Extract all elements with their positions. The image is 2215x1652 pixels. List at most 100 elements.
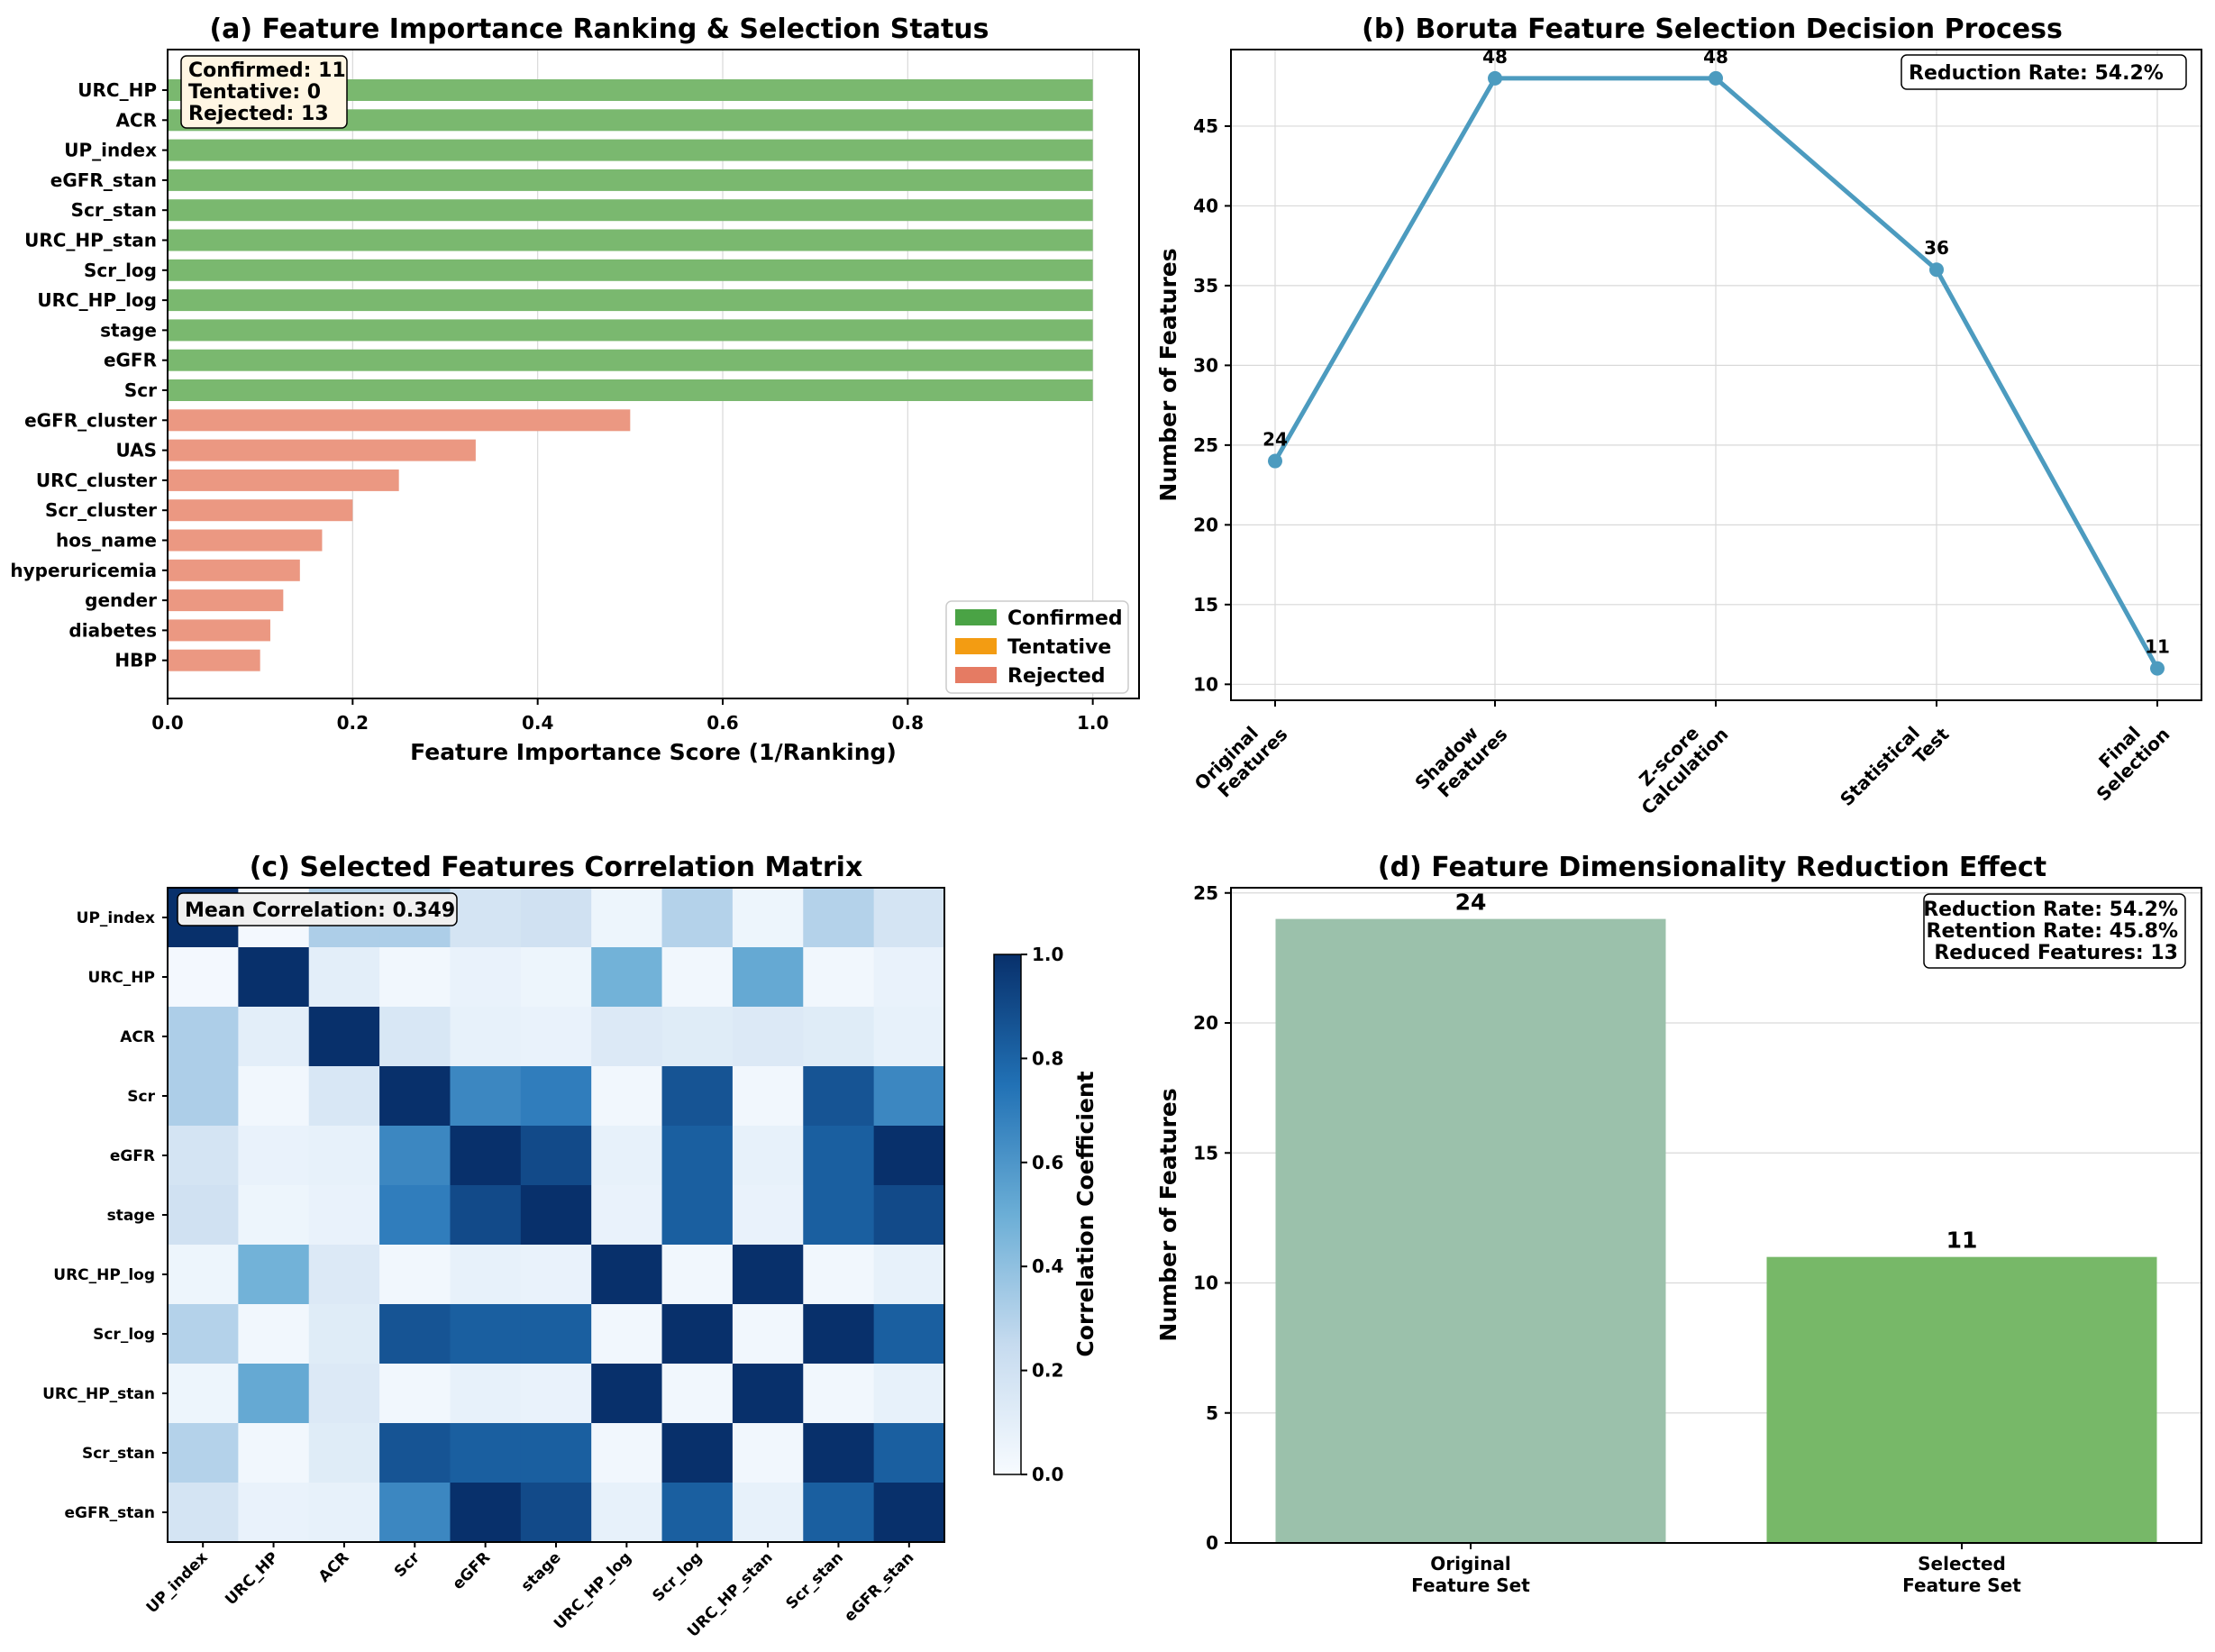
panel-a-x-tick-label: 0.0 — [151, 712, 183, 734]
panel-a-y-tick-label: ACR — [115, 109, 157, 131]
panel-a-bar — [168, 559, 300, 581]
colorbar-tick-label: 0.8 — [1032, 1047, 1063, 1069]
panel-a-x-tick-label: 1.0 — [1077, 712, 1108, 734]
heatmap-cell — [450, 1185, 522, 1246]
heatmap-cell — [591, 1066, 663, 1127]
panel-b-y-tick-label: 10 — [1193, 673, 1218, 695]
heatmap-cell — [450, 1364, 522, 1424]
panel-a-y-tick-label: UAS — [115, 440, 157, 461]
panel-b-point — [2150, 661, 2165, 676]
panel-b-y-tick-label: 20 — [1193, 514, 1218, 535]
heatmap-cell — [238, 1364, 310, 1424]
panel-a-bar — [168, 139, 1093, 161]
panel-b-annotation-text: Reduction Rate: 54.2% — [1909, 62, 2164, 85]
panel-d-x-tick-label-line: Selected — [1918, 1553, 2006, 1574]
panel-d-data-label: 11 — [1946, 1228, 1978, 1254]
heatmap-cell — [168, 1066, 239, 1127]
heatmap-cell — [308, 1304, 380, 1364]
panel-a-bar — [168, 649, 260, 671]
panel-b-y-tick-label: 25 — [1193, 434, 1218, 456]
heatmap-cell — [238, 1423, 310, 1483]
panel-a-y-tick-labels: URC_HP ACR UP_index eGFR_stan Scr_stan URC_HP… — [10, 79, 168, 671]
heatmap-cell — [732, 1185, 804, 1246]
panel-d-bars: 24 11 — [1275, 890, 2157, 1543]
panel-a-bar — [168, 169, 1093, 191]
heatmap-cell — [450, 1066, 522, 1127]
panel-a-y-tick-label: hyperuricemia — [10, 560, 157, 581]
heatmap-cell — [168, 1423, 239, 1483]
panel-a-y-tick-label: stage — [100, 319, 157, 341]
heatmap-cell — [308, 1185, 380, 1246]
panel-d-x-tick-label: Original Feature Set — [1411, 1553, 1530, 1596]
heatmap-cell — [308, 1483, 380, 1543]
panel-c-x-tick-label: stage — [518, 1548, 565, 1595]
heatmap-cell — [803, 1364, 875, 1424]
panel-b-title: (b) Boruta Feature Selection Decision Pr… — [1362, 14, 2063, 45]
panel-d-y-tick-label: 5 — [1206, 1402, 1218, 1424]
panel-d-y-tick-labels: 0 5 10 15 20 25 — [1193, 882, 1231, 1554]
heatmap-cell — [379, 1245, 451, 1305]
panel-d-y-tick-label: 20 — [1193, 1012, 1218, 1034]
panel-a-bar — [168, 379, 1093, 401]
heatmap-cell — [450, 888, 522, 948]
heatmap-cell — [450, 1483, 522, 1543]
heatmap-cell — [591, 1483, 663, 1543]
panel-a-y-tick-label: UP_index — [64, 140, 157, 161]
heatmap-cell — [238, 947, 310, 1008]
panel-a-y-tick-label: URC_HP_stan — [24, 230, 157, 251]
panel-b-y-axis-label: Number of Features — [1155, 248, 1181, 501]
heatmap-cell — [661, 1483, 734, 1543]
heatmap-cell — [379, 1423, 451, 1483]
panel-a-bar — [168, 229, 1093, 251]
panel-d-x-tick-label-line: Feature Set — [1411, 1574, 1530, 1596]
heatmap-cell — [732, 888, 804, 948]
heatmap-cell — [520, 1483, 592, 1543]
legend-label-rejected: Rejected — [1007, 665, 1106, 688]
heatmap-cell — [238, 1185, 310, 1246]
panel-d-y-tick-label: 10 — [1193, 1273, 1218, 1294]
panel-b-boruta-process: (b) Boruta Feature Selection Decision Pr… — [1155, 14, 2202, 819]
heatmap-cell — [238, 1304, 310, 1364]
panel-a-y-tick-label: URC_cluster — [36, 470, 157, 491]
heatmap-cell — [661, 1007, 734, 1067]
heatmap-cell — [803, 1126, 875, 1186]
heatmap-cell — [520, 1066, 592, 1127]
heatmap-cell — [520, 888, 592, 948]
heatmap-cell — [379, 1066, 451, 1127]
panel-a-y-tick-label: diabetes — [68, 619, 157, 641]
heatmap-cell — [450, 1126, 522, 1186]
heatmap-cell — [379, 1483, 451, 1543]
heatmap-cell — [238, 1066, 310, 1127]
heatmap-cell — [803, 1185, 875, 1246]
panel-a-bar — [168, 259, 1093, 281]
heatmap-cell — [308, 1126, 380, 1186]
heatmap-cell — [803, 1304, 875, 1364]
panel-b-x-tick-label: FinalSelection — [2077, 708, 2174, 806]
heatmap-cell — [379, 1126, 451, 1186]
panel-a-annotation-box — [180, 55, 348, 129]
panel-a-bars — [168, 79, 1093, 671]
heatmap-cell — [520, 1245, 592, 1305]
heatmap-cell — [168, 1007, 239, 1067]
heatmap-cell — [520, 1007, 592, 1067]
heatmap-cell — [661, 1364, 734, 1424]
panel-c-x-tick-label: URC_HP — [222, 1548, 282, 1609]
heatmap-cell — [803, 1007, 875, 1067]
panel-c-x-tick-label: eGFR — [450, 1548, 495, 1593]
panel-a-annotation-tentative: Tentative: 0 — [188, 81, 321, 104]
panel-a-y-tick-label: Scr_cluster — [45, 499, 157, 521]
heatmap-cell — [379, 947, 451, 1008]
colorbar-tick-label: 0.0 — [1032, 1464, 1063, 1485]
heatmap-cell — [308, 1007, 380, 1067]
heatmap-cell — [450, 1245, 522, 1305]
panel-d-summary-annotation: Reduction Rate: 54.2% Retention Rate: 45… — [1923, 893, 2186, 969]
heatmap-cell — [591, 1007, 663, 1067]
heatmap-cell — [308, 1364, 380, 1424]
panel-c-x-tick-label: Scr_stan — [783, 1548, 847, 1612]
heatmap-cell — [238, 1483, 310, 1543]
panel-a-y-tick-label: eGFR_stan — [50, 169, 157, 191]
heatmap-cell — [520, 1185, 592, 1246]
heatmap-cell — [873, 1304, 945, 1364]
heatmap-cell — [803, 888, 875, 948]
